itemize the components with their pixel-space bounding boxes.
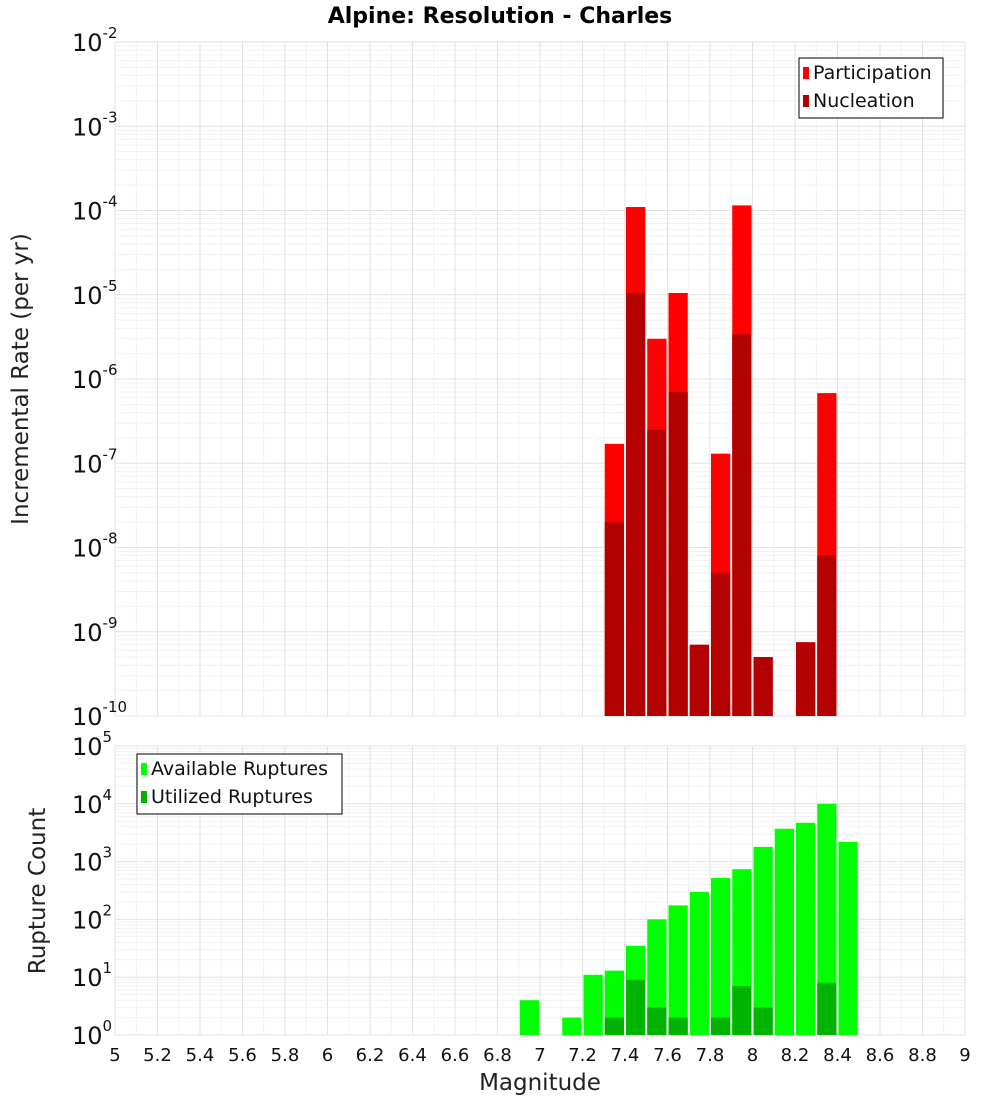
x-tick-label: 8 [747, 1045, 758, 1066]
x-tick-label: 7.6 [653, 1045, 682, 1066]
count-bar-secondary [753, 1007, 773, 1035]
count-bar-primary [647, 919, 667, 1035]
y-tick-label: 10-2 [72, 24, 118, 57]
count-y-ticks: 100 101 102 103 104 105 [72, 728, 112, 1050]
chart-title: Alpine: Resolution - Charles [328, 4, 673, 29]
count-bar-primary [838, 841, 858, 1035]
y-tick-label: 10-3 [72, 108, 118, 141]
x-tick-label: 8.2 [781, 1045, 810, 1066]
y-tick-label: 100 [72, 1017, 112, 1050]
count-bar-primary [711, 878, 731, 1035]
rate-bar-secondary [647, 429, 667, 716]
count-bar-secondary [647, 1007, 667, 1035]
count-bar-primary [668, 905, 688, 1035]
y-tick-label: 10-4 [72, 193, 118, 226]
rate-bar-secondary [732, 334, 752, 716]
y-tick-label: 10-5 [72, 277, 118, 310]
count-bar-primary [817, 803, 837, 1035]
legend-entry: Participation [813, 62, 932, 84]
y-tick-label: 10-8 [72, 530, 118, 563]
count-bar-secondary [604, 1017, 624, 1035]
legend-entry: Nucleation [813, 90, 915, 112]
count-bars [519, 803, 858, 1035]
x-tick-label: 5.2 [143, 1045, 172, 1066]
count-bar-primary [796, 822, 816, 1035]
legend-entry: Available Ruptures [151, 758, 328, 780]
legend-swatch [803, 67, 809, 79]
x-tick-label: 5.6 [228, 1045, 257, 1066]
y-tick-label: 10-6 [72, 361, 118, 394]
count-bar-secondary [817, 982, 837, 1035]
count-panel: 100 101 102 103 104 105 Rupture Count Availab… [25, 728, 966, 1050]
y-tick-label: 10-7 [72, 445, 118, 478]
x-tick-label: 8.6 [866, 1045, 895, 1066]
rate-bar-secondary [796, 642, 816, 716]
rate-bar-secondary [604, 522, 624, 716]
rate-bar-secondary [753, 657, 773, 716]
rate-bar-secondary [689, 644, 709, 716]
y-tick-label: 101 [72, 959, 112, 992]
count-bar-primary [519, 1000, 539, 1035]
x-tick-label: 7 [534, 1045, 545, 1066]
count-bar-primary [753, 846, 773, 1035]
count-y-axis-label: Rupture Count [25, 808, 51, 974]
x-tick-label: 8.4 [823, 1045, 852, 1066]
x-axis-label: Magnitude [479, 1070, 601, 1096]
y-tick-label: 102 [72, 901, 112, 934]
legend-swatch [141, 763, 147, 775]
count-bar-primary [583, 974, 603, 1035]
x-tick-label: 6.8 [483, 1045, 512, 1066]
legend-box [136, 753, 343, 815]
count-bar-secondary [711, 1017, 731, 1035]
y-tick-label: 105 [72, 728, 112, 761]
rate-bar-secondary [668, 392, 688, 716]
x-tick-label: 6.4 [398, 1045, 427, 1066]
x-tick-label: 5.8 [271, 1045, 300, 1066]
rate-bar-secondary [817, 555, 837, 716]
count-bar-secondary [732, 986, 752, 1035]
rate-panel: 10-10 10-9 10-8 10-7 10-6 10-5 10-4 10-3 10-2 In… [8, 24, 966, 731]
count-bar-primary [774, 828, 794, 1035]
y-tick-label: 10-9 [72, 614, 118, 647]
y-tick-label: 10-10 [72, 698, 127, 731]
y-tick-label: 104 [72, 786, 112, 819]
x-tick-label: 6.6 [441, 1045, 470, 1066]
x-tick-label: 9 [959, 1045, 970, 1066]
x-tick-label: 6.2 [356, 1045, 385, 1066]
rate-bar-secondary [711, 572, 731, 716]
rate-bar-secondary [626, 292, 646, 716]
legend-entry: Utilized Ruptures [151, 786, 313, 808]
x-tick-label: 7.2 [568, 1045, 597, 1066]
x-axis-ticks: 5 5.2 5.4 5.6 5.8 6 6.2 6.4 6.6 6.8 7 7.2 7.4 7.6 7.8 8… [109, 1045, 970, 1066]
count-bar-primary [689, 891, 709, 1035]
y-tick-label: 103 [72, 844, 112, 877]
rate-grid [114, 41, 966, 717]
count-bar-secondary [626, 979, 646, 1035]
count-bar-primary [562, 1017, 582, 1035]
legend-box [798, 57, 944, 119]
x-tick-label: 7.8 [696, 1045, 725, 1066]
x-tick-label: 6 [322, 1045, 333, 1066]
x-tick-label: 5 [109, 1045, 120, 1066]
count-legend: Available Ruptures Utilized Ruptures [136, 753, 343, 815]
x-tick-label: 5.4 [186, 1045, 215, 1066]
x-tick-label: 7.4 [611, 1045, 640, 1066]
rate-bars [604, 205, 837, 716]
count-bar-secondary [668, 1017, 688, 1035]
rate-y-ticks: 10-10 10-9 10-8 10-7 10-6 10-5 10-4 10-3 10-2 [72, 24, 127, 731]
legend-swatch [141, 791, 147, 803]
legend-swatch [803, 95, 809, 107]
rate-y-axis-label: Incremental Rate (per yr) [8, 233, 34, 525]
x-tick-label: 8.8 [908, 1045, 937, 1066]
rate-legend: Participation Nucleation [798, 57, 944, 119]
